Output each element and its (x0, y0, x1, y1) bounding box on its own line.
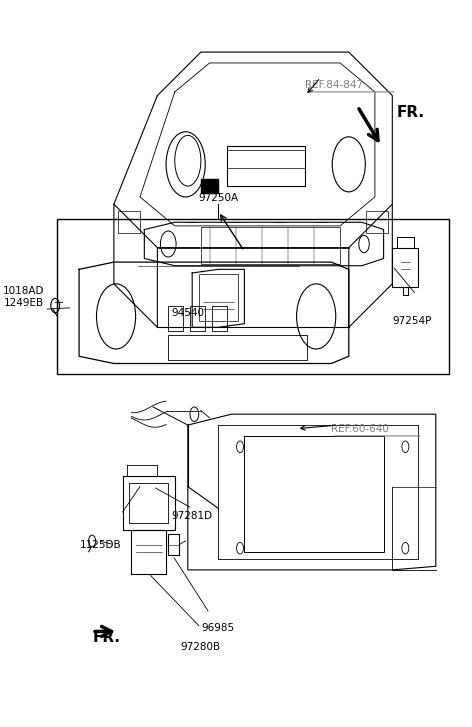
Bar (118, 212, 140, 233)
Polygon shape (201, 179, 218, 193)
Bar (227, 146, 305, 186)
Text: REF.84-847: REF.84-847 (305, 80, 363, 90)
Bar (57, 219, 449, 374)
Bar (244, 436, 384, 552)
Bar (168, 305, 184, 331)
Text: 97250A: 97250A (198, 193, 238, 203)
Text: 97281D: 97281D (172, 511, 213, 521)
Text: 1018AD
1249EB: 1018AD 1249EB (3, 286, 44, 308)
Bar (199, 274, 238, 321)
Bar (366, 212, 388, 233)
Bar (201, 228, 340, 264)
Text: 94540: 94540 (171, 308, 204, 318)
Text: FR.: FR. (92, 630, 120, 646)
Text: REF.60-640: REF.60-640 (331, 425, 389, 434)
Text: 96985: 96985 (202, 624, 235, 633)
Bar (190, 305, 205, 331)
Text: 97254P: 97254P (392, 316, 432, 326)
Bar (168, 334, 307, 360)
Text: 1125DB: 1125DB (80, 540, 122, 550)
Text: 97280B: 97280B (181, 641, 221, 651)
Text: FR.: FR. (396, 105, 425, 120)
Bar (129, 483, 168, 523)
Bar (212, 305, 227, 331)
